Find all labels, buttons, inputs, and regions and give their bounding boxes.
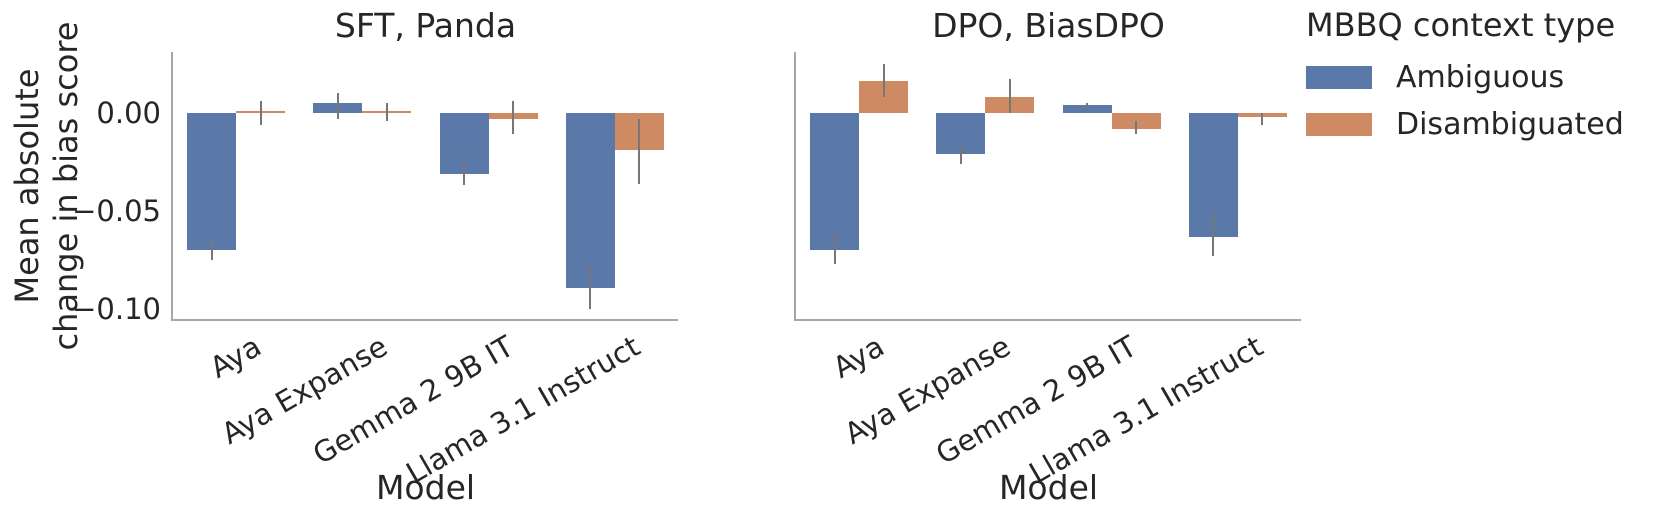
y-axis-spine: [794, 52, 796, 321]
x-axis-spine: [794, 319, 1301, 321]
x-tick-label: Llama 3.1 Instruct: [400, 329, 646, 491]
legend-item-ambiguous: Ambiguous: [1306, 59, 1624, 95]
error-bar: [882, 63, 885, 98]
error-bar: [259, 101, 262, 125]
error-bar: [1261, 112, 1264, 125]
legend-swatch-disambiguated-icon: [1306, 112, 1372, 136]
legend: MBBQ context type Ambiguous Disambiguate…: [1306, 6, 1624, 154]
y-tick-label: −0.05: [72, 194, 161, 229]
y-tick-label: 0.00: [96, 95, 161, 130]
legend-item-disambiguated: Disambiguated: [1306, 106, 1624, 142]
x-tick-label: Llama 3.1 Instruct: [1023, 329, 1269, 491]
plot-area-sft: [171, 52, 678, 321]
panel-sft-panda: SFT, Panda Model Aya Aya Expanse Gemma 2 9…: [72, 6, 678, 507]
error-bar: [1086, 103, 1089, 109]
error-bar: [336, 93, 339, 119]
x-axis-label: Model: [998, 468, 1099, 507]
error-bar: [589, 265, 592, 310]
x-tick-label: Aya: [204, 329, 268, 385]
legend-label-disambiguated: Disambiguated: [1396, 106, 1624, 142]
x-axis-label: Model: [375, 468, 476, 507]
panel-title-dpo: DPO, BiasDPO: [932, 6, 1165, 45]
error-bar: [1135, 120, 1138, 135]
bar-ambiguous: [565, 112, 615, 288]
error-bar: [833, 232, 836, 265]
panel-dpo-biasdpo: DPO, BiasDPO Model Aya Aya Expanse Gemma 2…: [794, 6, 1301, 507]
error-bar: [959, 146, 962, 164]
legend-label-ambiguous: Ambiguous: [1396, 59, 1565, 95]
error-bar: [385, 103, 388, 121]
plot-area-dpo: [794, 52, 1301, 321]
y-tick-label: −0.10: [72, 292, 161, 327]
error-bar: [463, 156, 466, 186]
bar-ambiguous: [1062, 105, 1112, 113]
y-axis-spine: [171, 52, 173, 321]
x-axis-spine: [171, 319, 678, 321]
error-bar: [512, 101, 515, 135]
bar-ambiguous: [810, 112, 860, 251]
error-bar: [1212, 212, 1215, 257]
error-bar: [1008, 79, 1011, 113]
legend-swatch-ambiguous-icon: [1306, 65, 1372, 89]
x-tick-label: Aya: [827, 329, 891, 385]
panel-title-sft: SFT, Panda: [334, 6, 517, 45]
error-bar: [638, 118, 641, 184]
error-bar: [210, 240, 213, 261]
bar-ambiguous: [187, 112, 237, 251]
legend-title: MBBQ context type: [1306, 6, 1616, 44]
